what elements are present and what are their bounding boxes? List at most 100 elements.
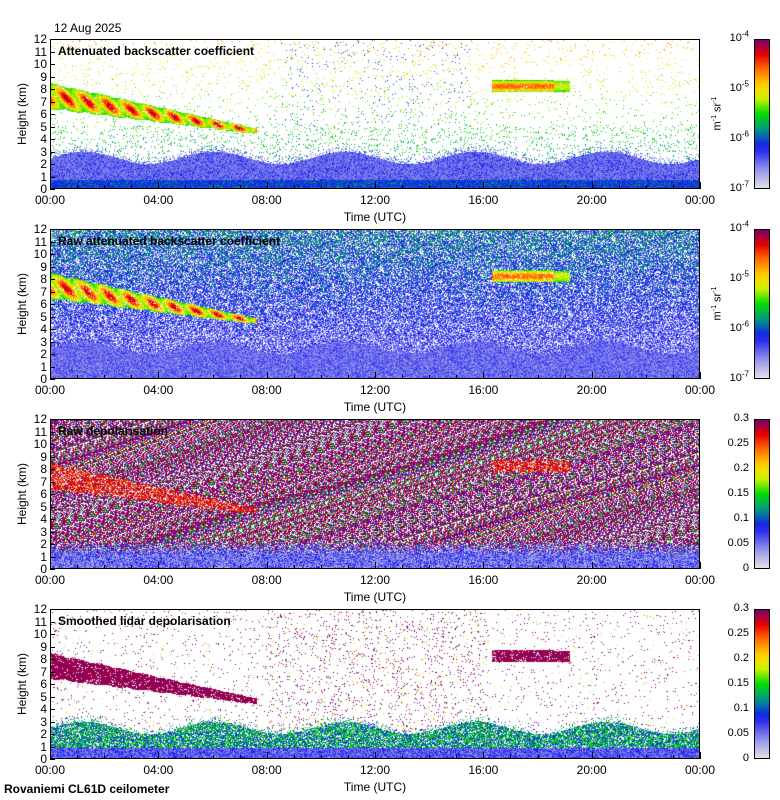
x-tick (131, 755, 133, 759)
unit-m: m (711, 311, 724, 321)
x-tick (293, 185, 295, 189)
x-tick (645, 185, 647, 189)
x-tick (50, 372, 51, 379)
y-tick (50, 379, 55, 380)
colorbar (754, 419, 770, 569)
x-tick (347, 185, 349, 189)
y-tick (50, 266, 55, 268)
x-tick (77, 755, 79, 759)
y-tick-label: 3 (40, 334, 47, 349)
y-tick (50, 569, 55, 570)
colorbar-tick-label: 10-7 (730, 370, 749, 385)
y-tick (50, 431, 55, 433)
x-tick-label: 00:00 (684, 193, 716, 207)
y-tick (50, 734, 55, 735)
y-tick (50, 101, 55, 103)
y-tick-label: 5 (40, 499, 47, 514)
colorbar-tick-label: 0.05 (728, 537, 749, 550)
colorbar-tick-label: 0.3 (734, 602, 749, 615)
y-tick (50, 659, 55, 660)
x-tick-label: 20:00 (576, 193, 607, 207)
y-tick-label: 8 (40, 82, 47, 96)
y-tick (50, 329, 55, 330)
x-tick-label: 16:00 (468, 193, 499, 207)
x-tick (618, 565, 620, 569)
y-tick-label: 7 (40, 474, 47, 489)
colorbar-tick-label: 10-4 (730, 220, 749, 235)
x-tick (293, 375, 295, 379)
y-tick (50, 291, 55, 293)
colorbar-tick-label: 0.25 (728, 627, 749, 640)
y-tick-label: 8 (40, 272, 47, 286)
x-tick (185, 185, 187, 189)
x-tick (429, 185, 431, 189)
x-tick (104, 755, 106, 759)
x-tick (104, 185, 106, 189)
y-tick (50, 444, 55, 445)
x-tick-label: 12:00 (359, 573, 391, 587)
x-tick-label: 00:00 (34, 763, 66, 777)
y-tick-label: 0 (40, 372, 47, 386)
x-tick (158, 372, 160, 379)
unit-sr: sr (711, 102, 724, 116)
x-tick (320, 185, 322, 189)
y-tick (50, 696, 55, 698)
x-tick (158, 752, 160, 759)
tick-base: 10 (729, 132, 742, 144)
x-tick (347, 565, 349, 569)
y-tick (50, 279, 55, 280)
x-tick (239, 185, 241, 189)
tick-exponent: -6 (741, 319, 749, 329)
x-tick (293, 565, 295, 569)
tick-base: 0.15 (727, 487, 749, 499)
x-tick (456, 375, 458, 379)
heatmap-plot: Attenuated backscatter coefficient (50, 39, 700, 189)
x-tick (483, 182, 485, 189)
y-tick-label: 2 (40, 727, 47, 741)
y-tick-label: 4 (40, 702, 47, 716)
x-tick (77, 185, 79, 189)
tick-base: 0.05 (727, 537, 749, 549)
x-axis-label: Time (UTC) (343, 400, 407, 414)
x-tick-label: 12:00 (359, 763, 391, 777)
x-axis-label: Time (UTC) (343, 590, 407, 604)
x-tick (131, 375, 133, 379)
x-tick (429, 375, 431, 379)
x-tick (375, 562, 376, 569)
colorbar-tick-label: 0.25 (728, 437, 749, 450)
y-axis-label: Height (km) (15, 273, 29, 336)
colorbar (754, 609, 770, 759)
tick-base: 0.05 (727, 727, 749, 739)
x-tick (185, 755, 187, 759)
colorbar-tick-label: 0 (743, 752, 749, 765)
y-tick-label: 11 (34, 424, 47, 439)
x-tick (537, 375, 539, 379)
y-tick (50, 621, 55, 623)
heatmap-image (51, 610, 699, 758)
x-tick (510, 565, 512, 569)
x-tick (672, 565, 674, 569)
y-tick-label: 9 (40, 259, 47, 274)
x-tick (618, 375, 620, 379)
x-tick (672, 375, 674, 379)
y-tick-label: 9 (40, 69, 47, 84)
y-tick-label: 11 (34, 614, 47, 629)
x-tick-label: 08:00 (251, 763, 282, 777)
x-tick (564, 755, 566, 759)
y-tick-label: 1 (40, 359, 47, 374)
panel-2: Raw attenuated backscatter coefficient 0 1… (0, 220, 780, 419)
tick-exponent: -7 (741, 179, 749, 189)
y-tick-label: 5 (40, 309, 47, 324)
x-tick (564, 185, 566, 189)
x-tick (50, 562, 51, 569)
colorbar-tick-label: 0.15 (728, 677, 749, 690)
tick-base: 0.25 (727, 627, 749, 639)
y-tick (50, 354, 55, 355)
y-tick-label: 7 (40, 94, 47, 109)
y-tick-label: 7 (40, 284, 47, 299)
x-tick (347, 755, 349, 759)
heatmap-image (51, 40, 699, 188)
panel-title: Raw depolarisation (58, 424, 169, 438)
x-tick-label: 04:00 (143, 573, 174, 587)
y-tick (50, 229, 55, 230)
